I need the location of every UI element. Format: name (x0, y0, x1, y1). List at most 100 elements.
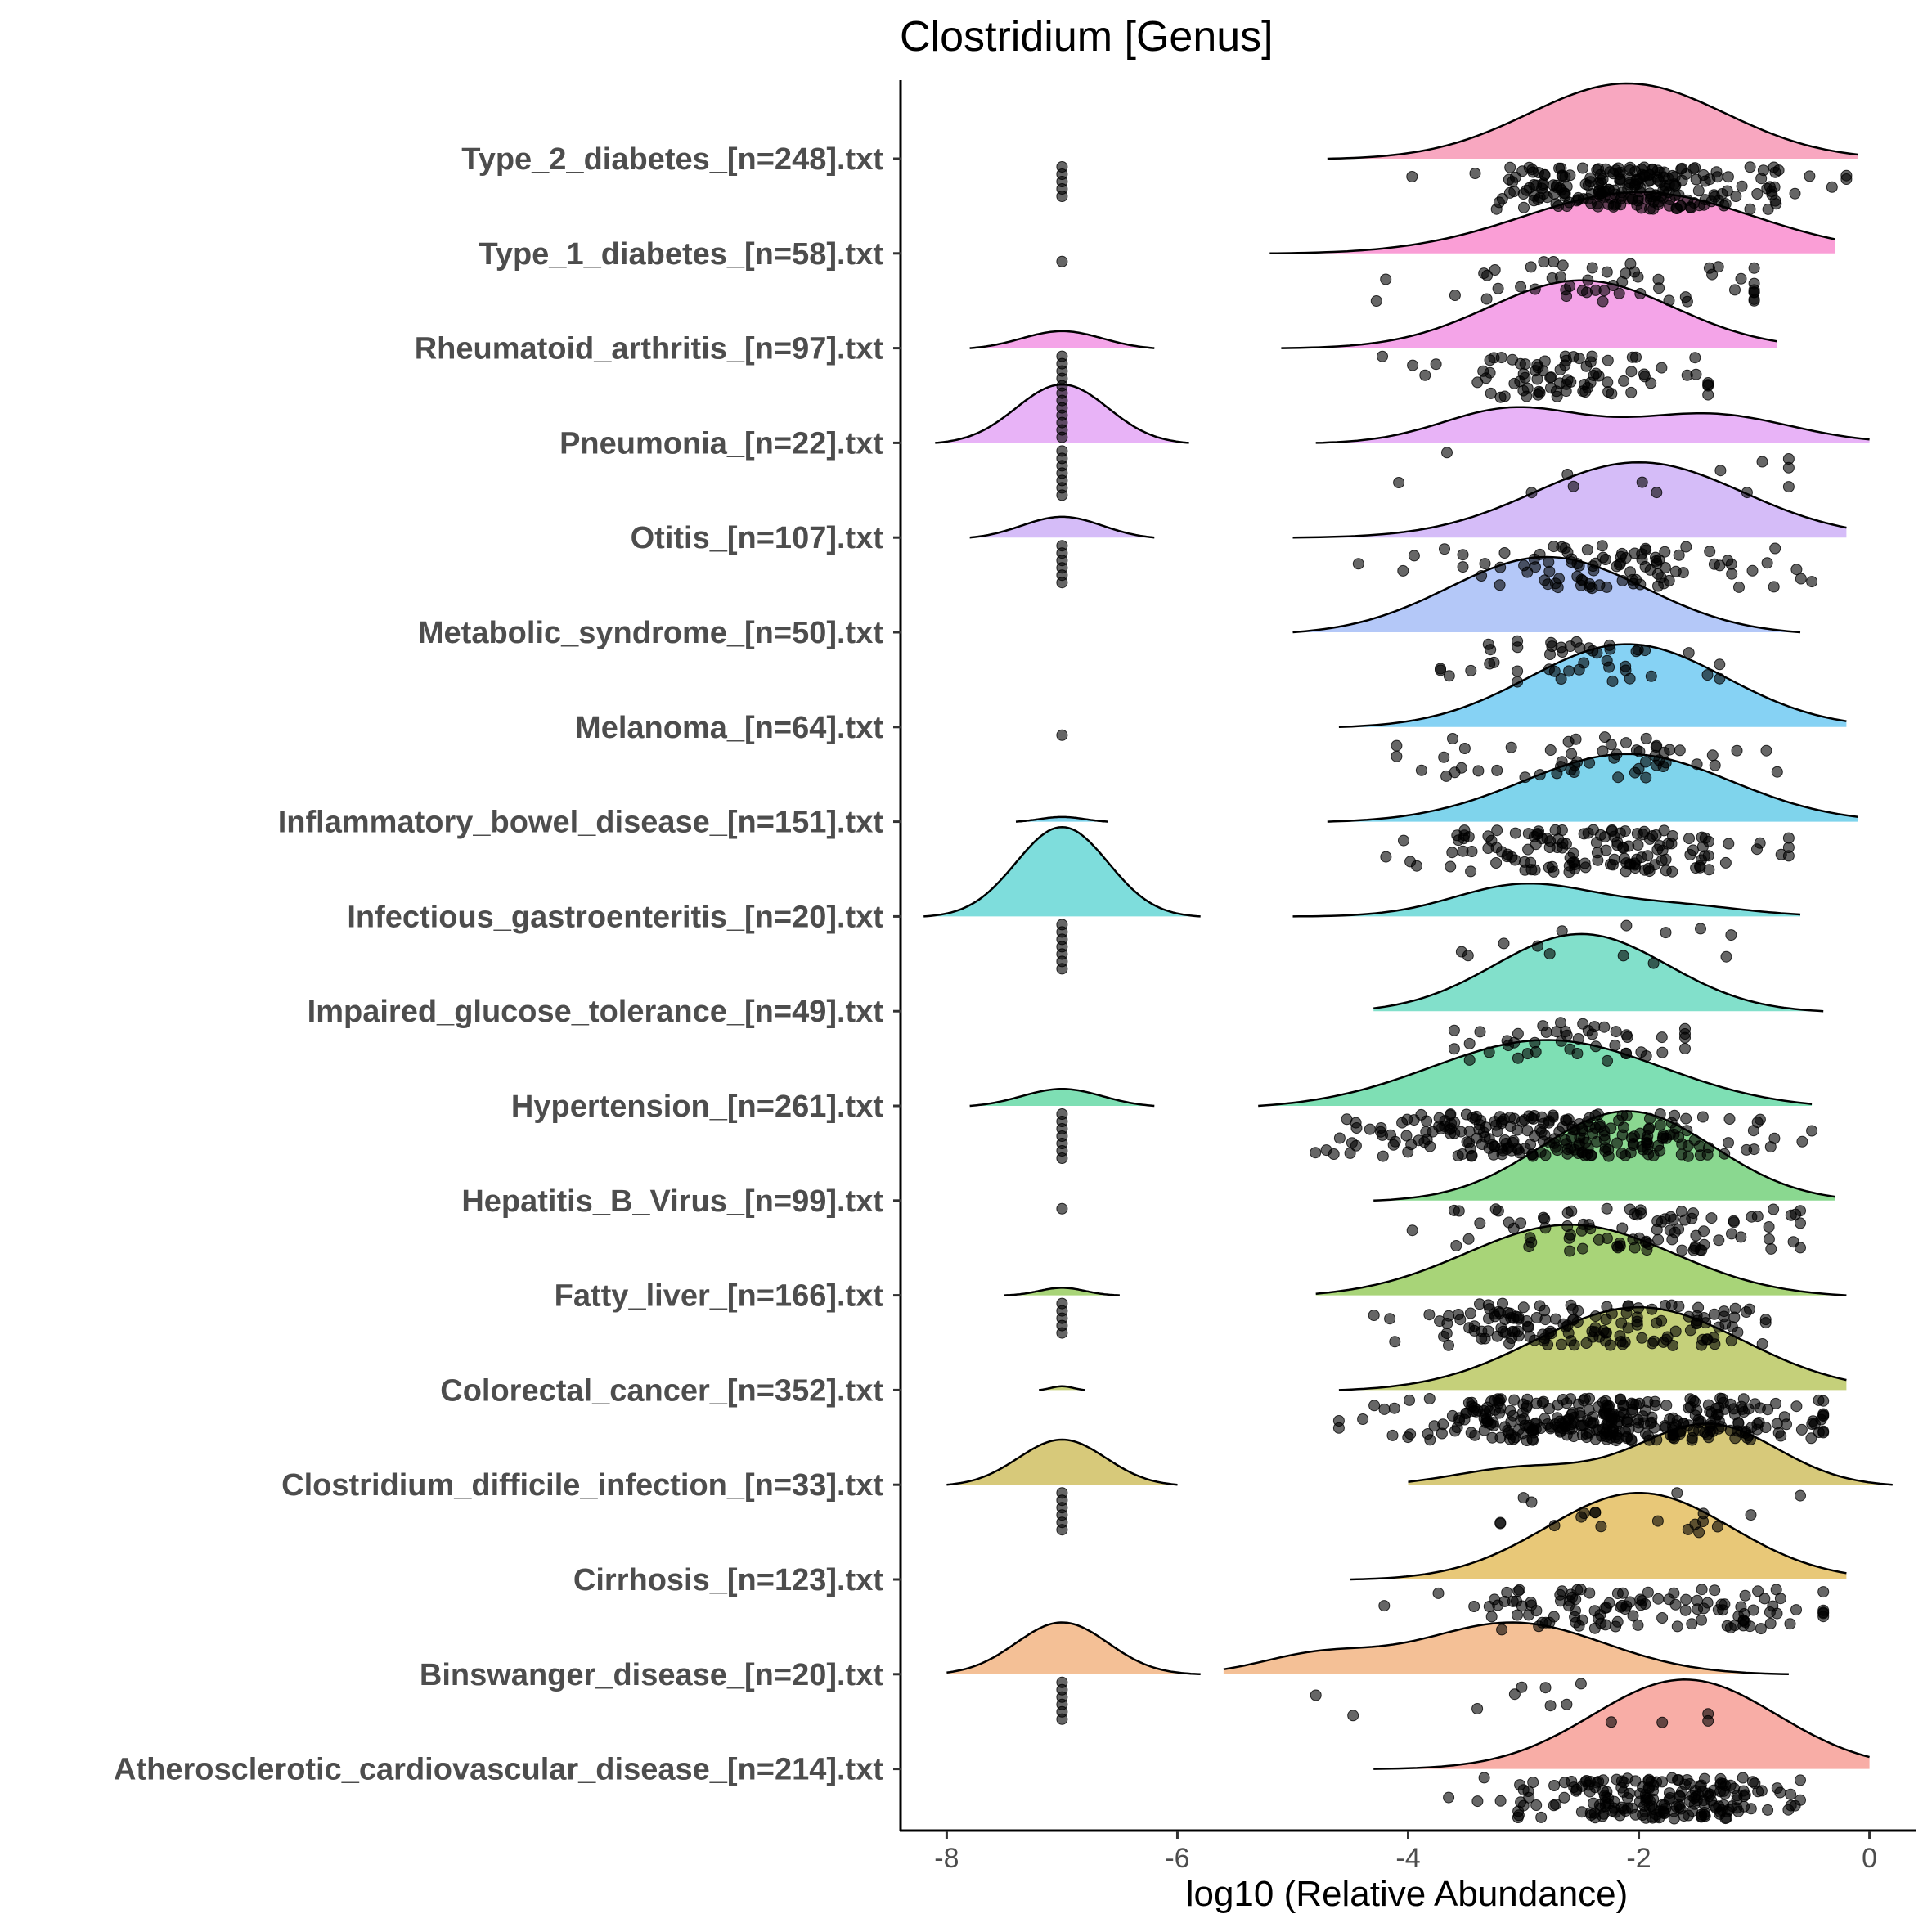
points-14 (1056, 1487, 1806, 1539)
data-point (1498, 390, 1511, 402)
data-point (1747, 1125, 1759, 1137)
data-point (1599, 1402, 1611, 1414)
data-point (1535, 1811, 1548, 1823)
data-point (1806, 1125, 1818, 1137)
data-point (1551, 179, 1562, 191)
data-point (1612, 771, 1624, 784)
data-point (1450, 1240, 1462, 1251)
data-point (1608, 752, 1620, 764)
data-point (1620, 919, 1633, 932)
data-point (1561, 200, 1573, 213)
data-point (1391, 739, 1403, 752)
data-point (1676, 1244, 1688, 1256)
data-point (1696, 1111, 1709, 1123)
data-point (1494, 561, 1507, 573)
data-point (1378, 1600, 1391, 1612)
data-point (1701, 1333, 1713, 1346)
data-point (1624, 161, 1636, 173)
zero-point (1056, 489, 1068, 501)
data-point (1730, 191, 1742, 202)
data-point (1666, 1233, 1678, 1246)
data-point (1719, 1148, 1731, 1160)
density-ridge-fill (1315, 407, 1870, 443)
data-point (1768, 581, 1780, 593)
data-point (1548, 541, 1560, 553)
data-point (1496, 846, 1507, 858)
data-point (1636, 554, 1648, 566)
data-point (1438, 751, 1450, 763)
data-point (1453, 1414, 1466, 1427)
data-point (1443, 1791, 1455, 1804)
data-point (1751, 843, 1763, 856)
data-point (1683, 1809, 1695, 1822)
data-point (1333, 1132, 1346, 1144)
density-ridge-fill (1315, 1224, 1847, 1296)
data-point (1526, 1148, 1539, 1161)
x-axis: -8 -6 -4 -2 0 (934, 1831, 1877, 1874)
data-point (1704, 546, 1716, 558)
data-point (1696, 831, 1708, 843)
data-point (1551, 390, 1563, 402)
data-point (1606, 1805, 1619, 1817)
data-point (1654, 1119, 1666, 1131)
data-point (1449, 1425, 1461, 1437)
data-point (1748, 286, 1760, 299)
data-point (1488, 1419, 1500, 1431)
data-point (1477, 365, 1489, 377)
data-point (1544, 744, 1557, 756)
data-point (1664, 1413, 1676, 1426)
data-point (1515, 281, 1527, 293)
data-point (1698, 199, 1710, 211)
data-point (1733, 581, 1745, 593)
data-point (1713, 1234, 1725, 1247)
data-point (1632, 174, 1643, 186)
data-point (1679, 1043, 1691, 1054)
data-point (1525, 1496, 1538, 1508)
data-point (1721, 185, 1733, 197)
data-point (1404, 1394, 1415, 1406)
data-point (1642, 1586, 1654, 1598)
data-point (1514, 1147, 1525, 1159)
data-point (1664, 1787, 1675, 1799)
data-point (1550, 198, 1562, 210)
data-point (1681, 1125, 1693, 1137)
data-point (1644, 203, 1656, 215)
data-point (1478, 1772, 1490, 1784)
data-point (1525, 487, 1538, 499)
data-point (1760, 744, 1772, 757)
data-point (1741, 1143, 1753, 1156)
data-point (1629, 766, 1641, 779)
data-point (1620, 737, 1632, 749)
data-point (1608, 184, 1620, 196)
data-point (1806, 1418, 1818, 1430)
data-point (1696, 1810, 1708, 1822)
data-point (1380, 851, 1392, 863)
data-point (1795, 1489, 1806, 1502)
data-point (1432, 1587, 1445, 1599)
data-point (1584, 757, 1596, 769)
data-point (1529, 1130, 1541, 1142)
y-tick-label: Clostridium_difficile_infection_[n=33].t… (281, 1468, 883, 1503)
data-point (1509, 827, 1521, 839)
data-point (1689, 352, 1701, 364)
data-point (1483, 1133, 1495, 1145)
data-point (1731, 744, 1743, 757)
data-point (1495, 1322, 1507, 1334)
data-point (1491, 824, 1503, 837)
data-point (1530, 1045, 1542, 1058)
data-point (1512, 676, 1524, 688)
data-point (1546, 272, 1558, 284)
data-point (1602, 1054, 1613, 1067)
data-point (1480, 293, 1493, 305)
data-point (1614, 1240, 1626, 1252)
data-point (1605, 739, 1617, 751)
data-point (1406, 1224, 1418, 1237)
zero-density-ridge-outline (969, 1088, 1155, 1108)
points-0 (1056, 161, 1853, 215)
zero-point (1056, 1713, 1068, 1725)
zero-point (1056, 1524, 1068, 1536)
data-point (1625, 386, 1638, 398)
data-point (1579, 861, 1592, 874)
data-point (1713, 1321, 1725, 1333)
data-point (1761, 557, 1773, 569)
